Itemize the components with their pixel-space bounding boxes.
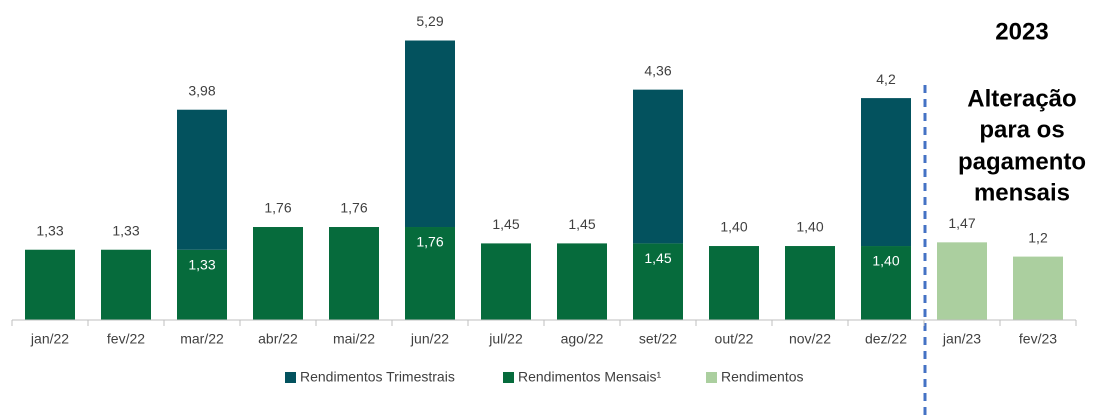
x-tick-label: jun/22 [410, 331, 449, 347]
legend-swatch [503, 372, 514, 383]
legend-swatch [285, 372, 296, 383]
value-label: 1,40 [796, 219, 823, 235]
value-label: 1,45 [644, 250, 671, 266]
x-tick-label: dez/22 [865, 331, 907, 347]
bar-segment [253, 227, 303, 320]
x-tick-label: jan/23 [942, 331, 981, 347]
bar-segment [25, 249, 75, 320]
note-line: Alteração [967, 85, 1076, 112]
value-label: 1,40 [720, 219, 747, 235]
legend-label: Rendimentos Mensais¹ [518, 369, 662, 385]
value-label: 1,2 [1028, 229, 1048, 245]
note-line: pagamento [958, 148, 1086, 175]
bar-segment [101, 249, 151, 320]
value-label: 1,33 [112, 222, 139, 238]
x-tick-label: mar/22 [180, 331, 224, 347]
value-label: 1,76 [264, 200, 291, 216]
bar-segment [1013, 256, 1063, 320]
bar-segment [177, 109, 227, 250]
value-label: 1,76 [416, 234, 443, 250]
x-tick-label: fev/22 [107, 331, 145, 347]
x-tick-label: nov/22 [789, 331, 831, 347]
bar-segment [481, 243, 531, 320]
total-label: 4,2 [876, 71, 896, 87]
year-annotation: 2023 [995, 18, 1048, 45]
legend-label: Rendimentos [721, 369, 804, 385]
bar-segment [937, 242, 987, 320]
value-label: 1,40 [872, 253, 899, 269]
legend-label: Rendimentos Trimestrais [300, 369, 455, 385]
bar-segment [405, 40, 455, 228]
bar-segment [329, 227, 379, 320]
value-label: 1,45 [492, 216, 519, 232]
legend-swatch [706, 372, 717, 383]
value-label: 1,76 [340, 200, 367, 216]
x-tick-label: out/22 [715, 331, 754, 347]
x-tick-label: mai/22 [333, 331, 375, 347]
bar-segment [405, 227, 455, 320]
total-label: 5,29 [416, 13, 443, 29]
x-tick-label: jul/22 [488, 331, 523, 347]
bar-segment [785, 246, 835, 320]
value-label: 1,47 [948, 215, 975, 231]
bar-segment [177, 249, 227, 320]
bar-segment [861, 98, 911, 247]
x-tick-label: jan/22 [30, 331, 69, 347]
value-label: 1,45 [568, 216, 595, 232]
bar-segment [861, 246, 911, 320]
x-tick-label: fev/23 [1019, 331, 1057, 347]
bar-segment [633, 243, 683, 320]
bar-segment [709, 246, 759, 320]
value-label: 1,33 [36, 222, 63, 238]
x-tick-label: set/22 [639, 331, 677, 347]
total-label: 4,36 [644, 62, 671, 78]
note-line: para os [979, 116, 1064, 143]
x-tick-label: ago/22 [561, 331, 604, 347]
total-label: 3,98 [188, 82, 215, 98]
x-tick-label: abr/22 [258, 331, 298, 347]
bar-segment [557, 243, 607, 320]
value-label: 1,33 [188, 256, 215, 272]
note-line: mensais [974, 179, 1070, 206]
bar-segment [633, 89, 683, 244]
